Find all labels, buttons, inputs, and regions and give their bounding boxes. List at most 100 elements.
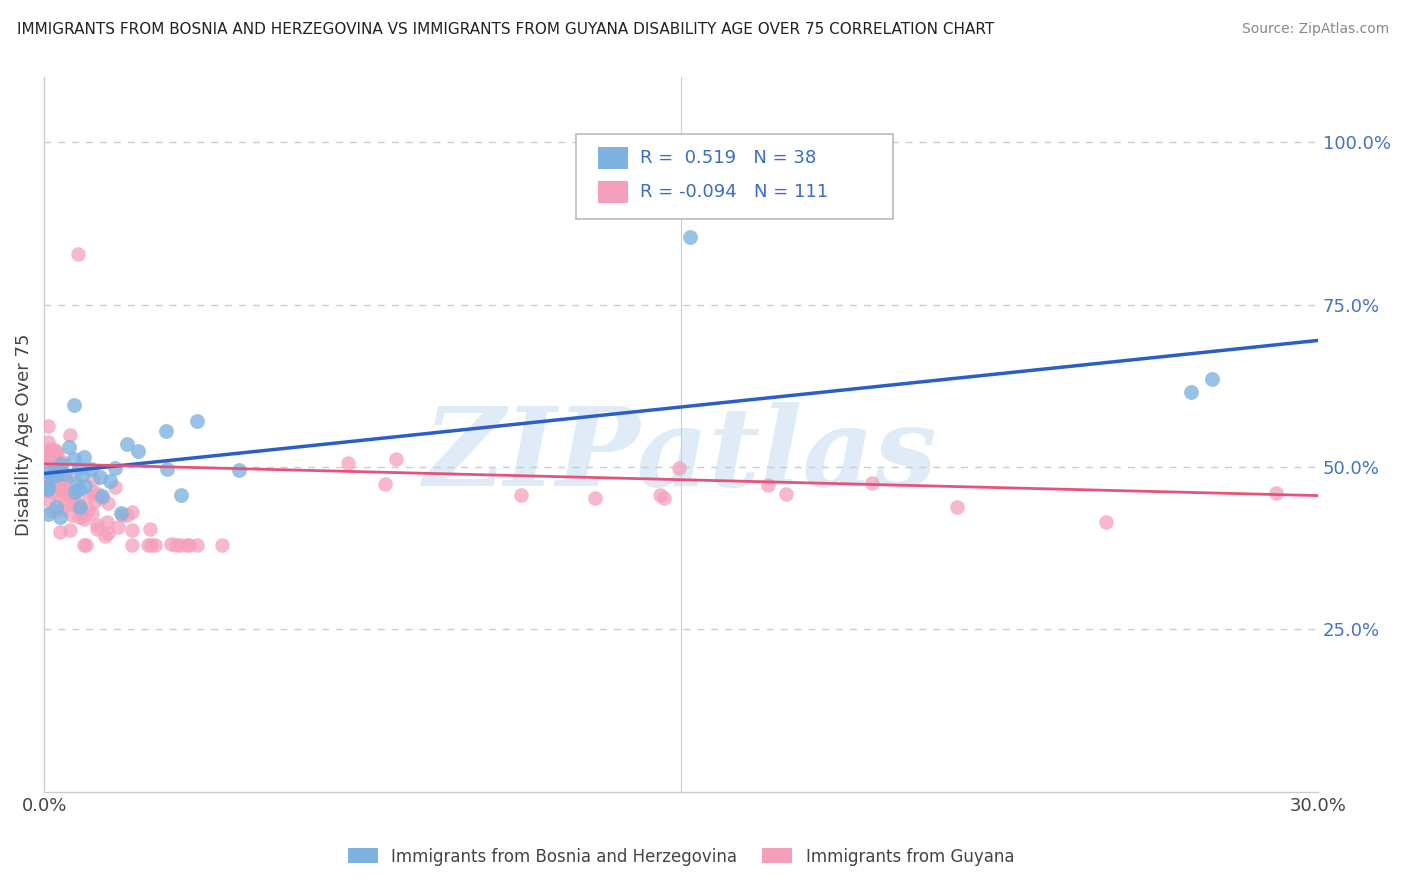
Text: ZIPatlas: ZIPatlas: [425, 402, 938, 509]
Point: [59, 427, 82, 442]
Point: [41, 469, 63, 483]
Point: [39, 480, 62, 494]
Point: [1201, 372, 1223, 386]
Point: [384, 451, 406, 466]
Point: [159, 536, 181, 550]
Point: [37, 470, 59, 484]
Point: [52, 455, 75, 469]
Point: [756, 478, 779, 492]
Point: [45, 444, 67, 458]
Point: [336, 456, 359, 470]
Point: [104, 480, 127, 494]
Point: [46, 476, 69, 491]
Point: [45, 464, 67, 478]
Point: [169, 538, 191, 552]
Point: [121, 538, 143, 552]
Point: [79, 489, 101, 503]
Text: R = -0.094   N = 111: R = -0.094 N = 111: [640, 183, 828, 201]
Point: [49, 525, 72, 540]
Point: [45, 460, 67, 475]
Point: [72, 538, 94, 552]
Point: [58, 468, 80, 483]
Point: [583, 491, 606, 505]
Point: [67, 499, 90, 513]
Point: [37, 480, 59, 494]
Point: [83, 494, 105, 508]
Point: [46, 468, 69, 483]
Point: [104, 461, 127, 475]
Point: [73, 512, 96, 526]
Text: Source: ZipAtlas.com: Source: ZipAtlas.com: [1241, 22, 1389, 37]
Point: [179, 538, 201, 552]
Point: [91, 489, 114, 503]
Legend: Immigrants from Bosnia and Herzegovina, Immigrants from Guyana: Immigrants from Bosnia and Herzegovina, …: [349, 847, 1014, 865]
Point: [136, 538, 159, 552]
Point: [115, 508, 138, 522]
Point: [38, 492, 60, 507]
Point: [62, 487, 84, 501]
Point: [37, 507, 59, 521]
Point: [37, 480, 59, 494]
Point: [165, 538, 187, 552]
Point: [37, 482, 59, 496]
Point: [37, 481, 59, 495]
Point: [91, 491, 114, 505]
Point: [67, 510, 90, 524]
Point: [37, 483, 59, 497]
Point: [44, 442, 66, 457]
Point: [37, 484, 59, 499]
Point: [775, 486, 797, 500]
Text: R =  0.519   N = 38: R = 0.519 N = 38: [640, 149, 815, 167]
Point: [72, 450, 94, 465]
Point: [98, 474, 121, 488]
Point: [1264, 486, 1286, 500]
Point: [139, 538, 162, 552]
Point: [62, 452, 84, 467]
Point: [37, 453, 59, 467]
Point: [155, 462, 177, 476]
Point: [139, 522, 162, 536]
Point: [37, 435, 59, 450]
Point: [82, 506, 104, 520]
Point: [121, 505, 143, 519]
Point: [211, 538, 233, 552]
Point: [127, 443, 149, 458]
Point: [39, 442, 62, 456]
Point: [60, 508, 83, 522]
Point: [49, 482, 72, 496]
Point: [37, 478, 59, 492]
Point: [51, 483, 73, 497]
Point: [1180, 385, 1202, 400]
Point: [186, 538, 208, 552]
Y-axis label: Disability Age Over 75: Disability Age Over 75: [15, 334, 32, 536]
Point: [66, 497, 89, 511]
Point: [37, 418, 59, 433]
Point: [45, 486, 67, 500]
Point: [42, 458, 65, 472]
Point: [155, 424, 177, 438]
Point: [75, 538, 97, 552]
Point: [39, 445, 62, 459]
Point: [107, 520, 129, 534]
Point: [45, 444, 67, 458]
Point: [39, 444, 62, 458]
Point: [70, 468, 93, 483]
Point: [97, 496, 120, 510]
Point: [45, 458, 67, 472]
Point: [87, 487, 110, 501]
Point: [62, 484, 84, 499]
Point: [37, 465, 59, 479]
Point: [37, 475, 59, 489]
Point: [510, 488, 533, 502]
Point: [668, 460, 690, 475]
Point: [73, 479, 96, 493]
Point: [143, 538, 166, 552]
Point: [652, 491, 675, 505]
Point: [89, 470, 111, 484]
Point: [52, 482, 75, 496]
Point: [59, 524, 82, 538]
Point: [53, 472, 76, 486]
Point: [39, 451, 62, 466]
Point: [45, 463, 67, 477]
Point: [1094, 515, 1116, 529]
